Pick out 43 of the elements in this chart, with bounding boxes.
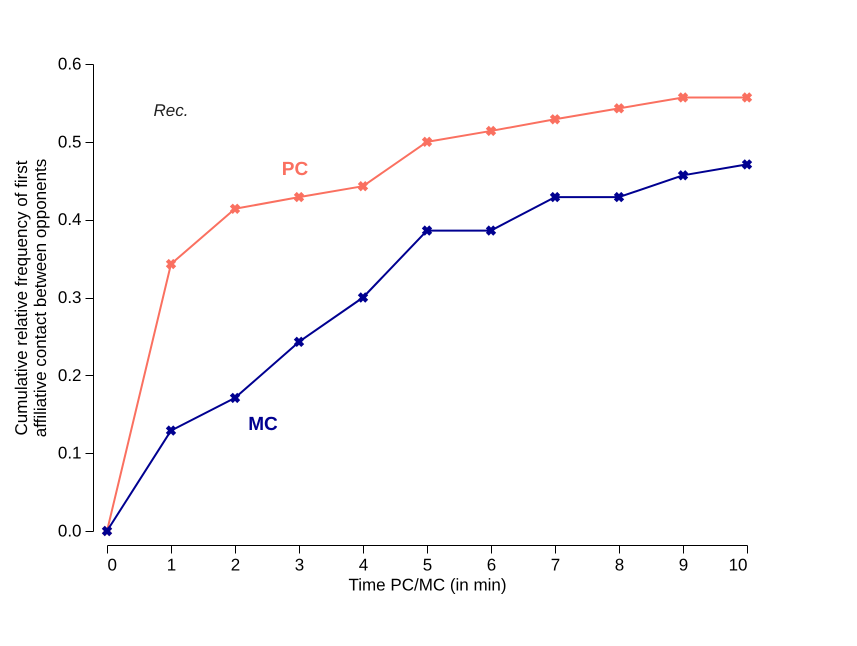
x-tick-label: 6 [486,556,496,574]
y-axis-title: Cumulative relative frequency of first affiliative contact between opponents [12,158,50,438]
point [230,204,240,214]
point [614,103,624,114]
y-tick-label: 0.0 [58,522,82,540]
y-tick-label: 0.3 [58,288,82,307]
x-tick-label: 3 [294,556,304,574]
x-tick-label: 7 [550,556,560,574]
point [294,192,304,202]
point [358,181,368,192]
x-tick-label: 4 [358,556,368,574]
annotation: Rec. [154,101,188,120]
point [614,192,624,202]
y-tick-label: 0.2 [58,366,82,385]
x-tick-label: 9 [678,556,688,574]
point [358,292,368,303]
point [742,159,752,170]
y-tick-label: 0.5 [58,132,82,152]
series-label: MC [248,414,278,435]
x-tick-label: 1 [166,556,176,574]
point [166,258,176,270]
point [550,192,560,202]
point [422,225,432,236]
point [678,170,688,180]
point [166,425,176,436]
x-tick-label: 5 [422,556,432,574]
x-tick-label: 10 [728,556,748,574]
point [486,126,496,136]
y-tick-label: 0.4 [58,210,82,230]
point [230,392,240,404]
x-tick-label: 8 [614,556,624,574]
point [550,114,560,124]
point [294,336,304,348]
series-label: PC [282,158,308,180]
point [678,92,688,103]
point [422,136,432,148]
y-tick-label: 0.1 [58,444,82,463]
point [486,225,496,236]
y-tick-label: 0.6 [58,54,82,74]
point [742,92,752,103]
x-tick-label: 2 [230,556,240,574]
x-tick-label: 0 [108,556,117,574]
x-axis-title: Time PC/MC (in min) [348,576,507,594]
